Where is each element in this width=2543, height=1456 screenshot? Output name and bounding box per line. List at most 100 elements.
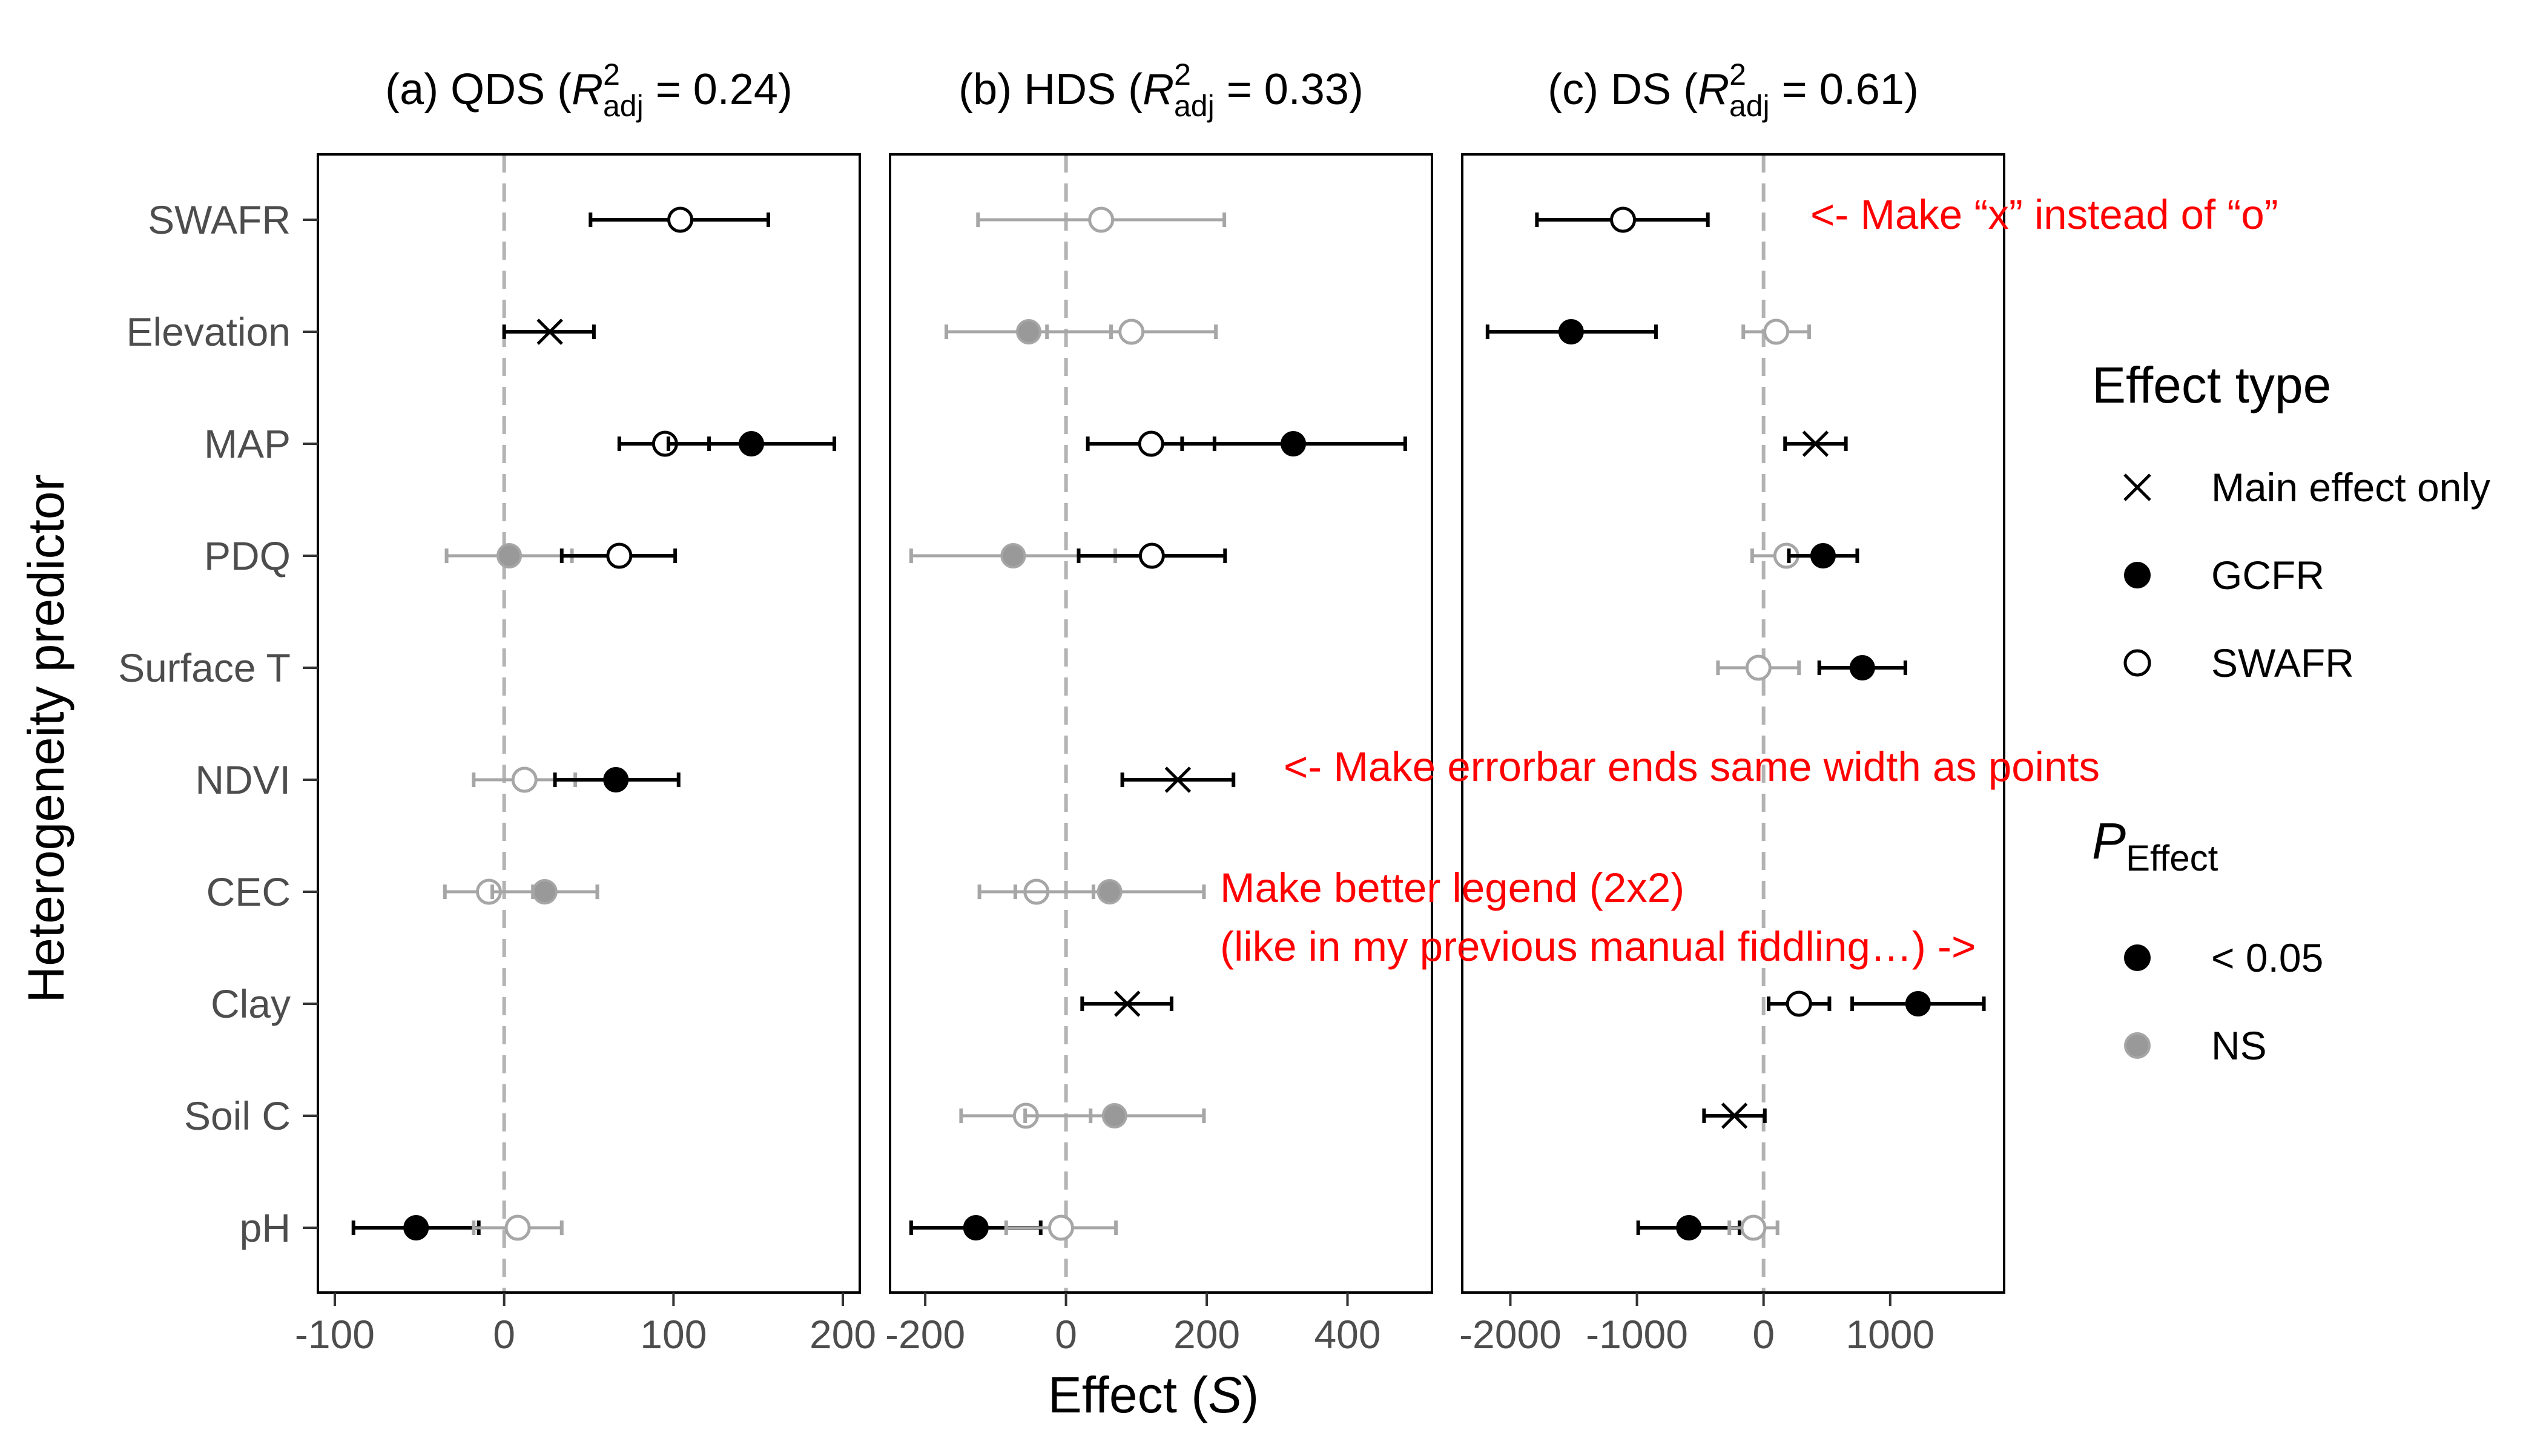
data-point bbox=[1716, 654, 1801, 681]
data-point bbox=[1783, 430, 1848, 457]
point-marker-open bbox=[1786, 990, 1812, 1017]
legend-effect-type-title: Effect type bbox=[2092, 357, 2331, 413]
data-point bbox=[490, 879, 599, 904]
legend-item-label: Main effect only bbox=[2211, 465, 2490, 510]
point-marker-filled bbox=[1810, 543, 1836, 568]
y-tick-labels: SWAFR Elevation MAP PDQ Surface T NDVI CEC Clay… bbox=[118, 197, 318, 1250]
point-marker-cross bbox=[1721, 1102, 1748, 1129]
point-marker-open bbox=[2123, 649, 2151, 677]
legend-p-item-ns: NS bbox=[2124, 1023, 2267, 1068]
point-marker-filled bbox=[532, 879, 558, 904]
y-tick-label: SWAFR bbox=[148, 197, 291, 242]
panel-title: (a) QDS (R2 adj = 0.24) bbox=[385, 58, 793, 123]
data-point bbox=[1045, 318, 1218, 345]
point-marker-filled bbox=[1101, 1103, 1127, 1128]
data-point bbox=[1817, 655, 1907, 680]
data-point bbox=[1727, 1214, 1779, 1241]
data-point bbox=[1013, 879, 1206, 904]
y-tick-label: pH bbox=[240, 1205, 291, 1250]
annotation-manual-fiddling: (like in my previous manual fiddling…) -… bbox=[1220, 923, 1976, 970]
data-point bbox=[351, 1215, 481, 1240]
point-marker-open bbox=[606, 542, 633, 569]
panel-c: (c) DS (R2 adj = 0.61) -2000 -1000 0 1000 bbox=[1459, 58, 2005, 1357]
data-point bbox=[1023, 1103, 1206, 1128]
data-point bbox=[1787, 543, 1859, 568]
point-marker-filled bbox=[1000, 543, 1026, 568]
data-point bbox=[1636, 1215, 1741, 1240]
point-marker-open bbox=[1088, 206, 1115, 233]
data-point bbox=[589, 206, 770, 233]
point-marker-open bbox=[1745, 654, 1772, 681]
point-marker-cross bbox=[1802, 430, 1829, 457]
legend-p-label: NS bbox=[2211, 1023, 2267, 1068]
point-marker-open bbox=[1047, 1214, 1074, 1241]
panel-border bbox=[1461, 153, 2005, 1294]
panels: (a) QDS (R2 adj = 0.24)-100 0 100 200(b) HDS… bbox=[295, 58, 2005, 1357]
y-tick-label: CEC bbox=[206, 869, 291, 914]
point-marker-filled bbox=[1015, 319, 1041, 344]
legend-p-title-symbol: P bbox=[2092, 812, 2126, 869]
data-point bbox=[666, 431, 837, 456]
y-tick-label: NDVI bbox=[195, 757, 291, 802]
data-point bbox=[1077, 542, 1227, 569]
y-axis-title: Heterogeneity predictor bbox=[18, 474, 74, 1003]
legend-effect-type-items: Main effect only GCFR SWAFR bbox=[2123, 465, 2490, 685]
data-point bbox=[1850, 991, 1986, 1016]
point-marker-filled bbox=[603, 767, 629, 792]
data-point bbox=[1702, 1102, 1767, 1129]
legend-p-title: PEffect bbox=[2092, 812, 2218, 878]
data-point bbox=[559, 542, 678, 569]
x-tick-label: 0 bbox=[1752, 1312, 1775, 1357]
x-tick-label: 100 bbox=[640, 1312, 707, 1357]
point-marker-open bbox=[1610, 206, 1637, 233]
point-marker-filled bbox=[2124, 562, 2151, 588]
y-tick-label: Clay bbox=[211, 981, 291, 1026]
annotation-better-legend: Make better legend (2x2) bbox=[1220, 865, 1684, 911]
annotation-x-instead-of-o: <- Make “x” instead of “o” bbox=[1810, 191, 2278, 238]
x-tick-label: -200 bbox=[885, 1312, 965, 1357]
legend-item-swafr: SWAFR bbox=[2123, 641, 2354, 685]
x-axis-title-symbol: S bbox=[1208, 1366, 1242, 1423]
x-axis-title: Effect (S) bbox=[1048, 1366, 1259, 1423]
panel-border bbox=[889, 153, 1433, 1294]
panel-title: (c) DS (R2 adj = 0.61) bbox=[1548, 58, 1919, 123]
point-marker-open bbox=[1118, 318, 1145, 345]
point-marker-filled bbox=[1905, 991, 1931, 1016]
point-marker-open bbox=[1138, 430, 1164, 457]
y-tick-label: Surface T bbox=[118, 645, 291, 690]
legend-item-label: SWAFR bbox=[2211, 641, 2354, 685]
point-marker-cross bbox=[1164, 766, 1192, 793]
data-point bbox=[444, 543, 574, 568]
legend-p-title-sub: Effect bbox=[2126, 838, 2218, 878]
y-tick-label: MAP bbox=[204, 421, 291, 466]
data-point bbox=[1004, 1214, 1118, 1241]
panel-border bbox=[317, 153, 861, 1294]
legend-p-item-sig: < 0.05 bbox=[2124, 935, 2323, 980]
data-point bbox=[472, 1214, 564, 1241]
x-tick-label: -1000 bbox=[1586, 1312, 1688, 1357]
data-point bbox=[1120, 766, 1236, 793]
annotations: <- Make “x” instead of “o” <- Make error… bbox=[1220, 191, 2278, 970]
point-marker-cross bbox=[2123, 473, 2151, 501]
legend-item-gcfr: GCFR bbox=[2124, 553, 2324, 598]
point-marker-open bbox=[1763, 318, 1790, 345]
x-tick-label: 1000 bbox=[1845, 1312, 1934, 1357]
panel-a: (a) QDS (R2 adj = 0.24) -100 0 100 200 bbox=[295, 58, 876, 1357]
y-tick-label: Soil C bbox=[184, 1093, 291, 1138]
point-marker-filled bbox=[1849, 655, 1875, 680]
x-tick-label: 200 bbox=[1173, 1312, 1240, 1357]
data-point bbox=[1767, 990, 1832, 1017]
legend-p-marker bbox=[2124, 944, 2151, 971]
data-point bbox=[1535, 206, 1710, 233]
point-marker-filled bbox=[403, 1215, 429, 1240]
point-marker-open bbox=[667, 206, 694, 233]
data-point bbox=[1180, 431, 1407, 456]
data-point bbox=[1080, 990, 1173, 1017]
point-marker-filled bbox=[1281, 431, 1307, 456]
data-point bbox=[502, 318, 596, 345]
x-tick-label: 0 bbox=[493, 1312, 515, 1357]
point-marker-filled bbox=[1097, 879, 1123, 904]
x-tick-label: 200 bbox=[810, 1312, 876, 1357]
